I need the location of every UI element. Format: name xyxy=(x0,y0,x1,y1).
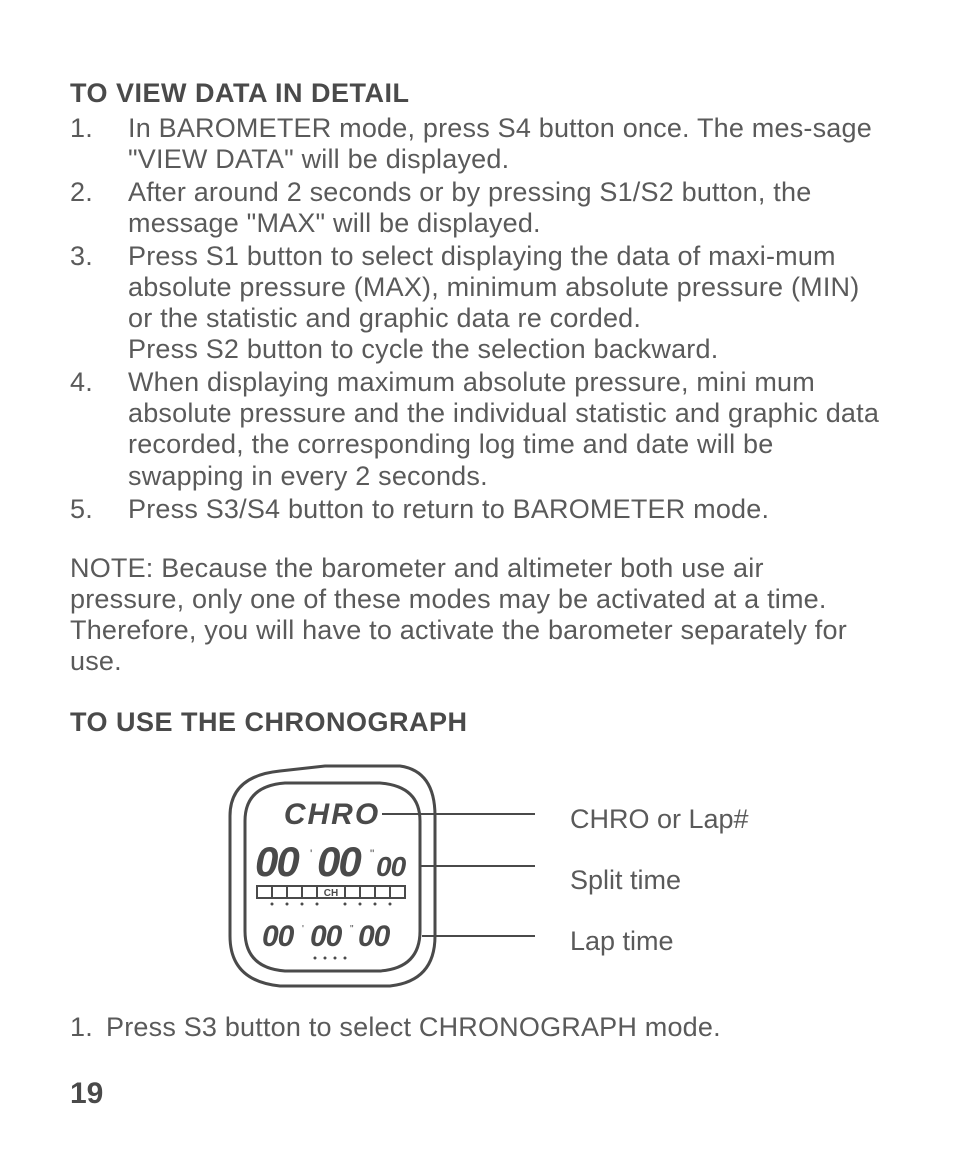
svg-text:": " xyxy=(370,847,374,861)
svg-text:00: 00 xyxy=(317,838,361,885)
list-item: 2. After around 2 seconds or by pressing… xyxy=(70,177,884,239)
list-item: 5. Press S3/S4 button to return to BAROM… xyxy=(70,494,884,525)
lcd-text-chro: CHRO xyxy=(284,798,380,831)
list-item: 1. Press S3 button to select CHRONOGRAPH… xyxy=(70,1012,884,1043)
lcd-lap-digits: 00 ' 00 " 00 xyxy=(262,920,391,953)
list-num: 2. xyxy=(70,177,128,239)
list-text: In BAROMETER mode, press S4 button once.… xyxy=(128,113,884,175)
list-num: 3. xyxy=(70,241,128,365)
figure-labels: CHRO or Lap# Split time Lap time xyxy=(570,804,749,957)
section-heading-view-data: TO VIEW DATA IN DETAIL xyxy=(70,78,884,109)
list-text: Press S3 button to select CHRONOGRAPH mo… xyxy=(106,1012,884,1043)
svg-text:": " xyxy=(350,924,354,935)
note-paragraph: NOTE: Because the barometer and altimete… xyxy=(70,553,884,677)
section-heading-chronograph: TO USE THE CHRONOGRAPH xyxy=(70,707,884,738)
chronograph-figure: CHRO 00 ' 00 " 00 CH xyxy=(210,756,884,1006)
lcd-split-digits: 00 ' 00 " 00 xyxy=(255,838,407,885)
watch-lcd-svg: CHRO 00 ' 00 " 00 CH xyxy=(210,756,540,1006)
svg-text:CH: CH xyxy=(324,888,338,899)
list-text: Press S3/S4 button to return to BAROMETE… xyxy=(128,494,884,525)
list-item: 4. When displaying maximum absolute pres… xyxy=(70,367,884,491)
list-num: 1. xyxy=(70,113,128,175)
svg-text:': ' xyxy=(302,924,304,935)
label-split: Split time xyxy=(570,865,749,896)
lcd-ch-bar: CH xyxy=(257,886,405,899)
svg-text:00: 00 xyxy=(310,920,343,953)
label-lap: Lap time xyxy=(570,926,749,957)
list-num: 1. xyxy=(70,1012,106,1043)
list-text: After around 2 seconds or by pressing S1… xyxy=(128,177,884,239)
list-item: 3. Press S1 button to select displaying … xyxy=(70,241,884,365)
list-num: 5. xyxy=(70,494,128,525)
svg-text:00: 00 xyxy=(255,838,299,885)
list-item: 1. In BAROMETER mode, press S4 button on… xyxy=(70,113,884,175)
list-text: When displaying maximum absolute pressur… xyxy=(128,367,884,491)
list-num: 4. xyxy=(70,367,128,491)
view-data-list: 1. In BAROMETER mode, press S4 button on… xyxy=(70,113,884,525)
page-content: TO VIEW DATA IN DETAIL 1. In BAROMETER m… xyxy=(0,0,954,1111)
svg-text:': ' xyxy=(310,847,312,861)
list-text: Press S1 button to select displaying the… xyxy=(128,241,884,365)
label-chro: CHRO or Lap# xyxy=(570,804,749,835)
page-number: 19 xyxy=(70,1077,103,1111)
svg-text:00: 00 xyxy=(376,851,407,882)
svg-text:00: 00 xyxy=(262,920,295,953)
svg-text:00: 00 xyxy=(358,920,391,953)
chronograph-list: 1. Press S3 button to select CHRONOGRAPH… xyxy=(70,1012,884,1043)
